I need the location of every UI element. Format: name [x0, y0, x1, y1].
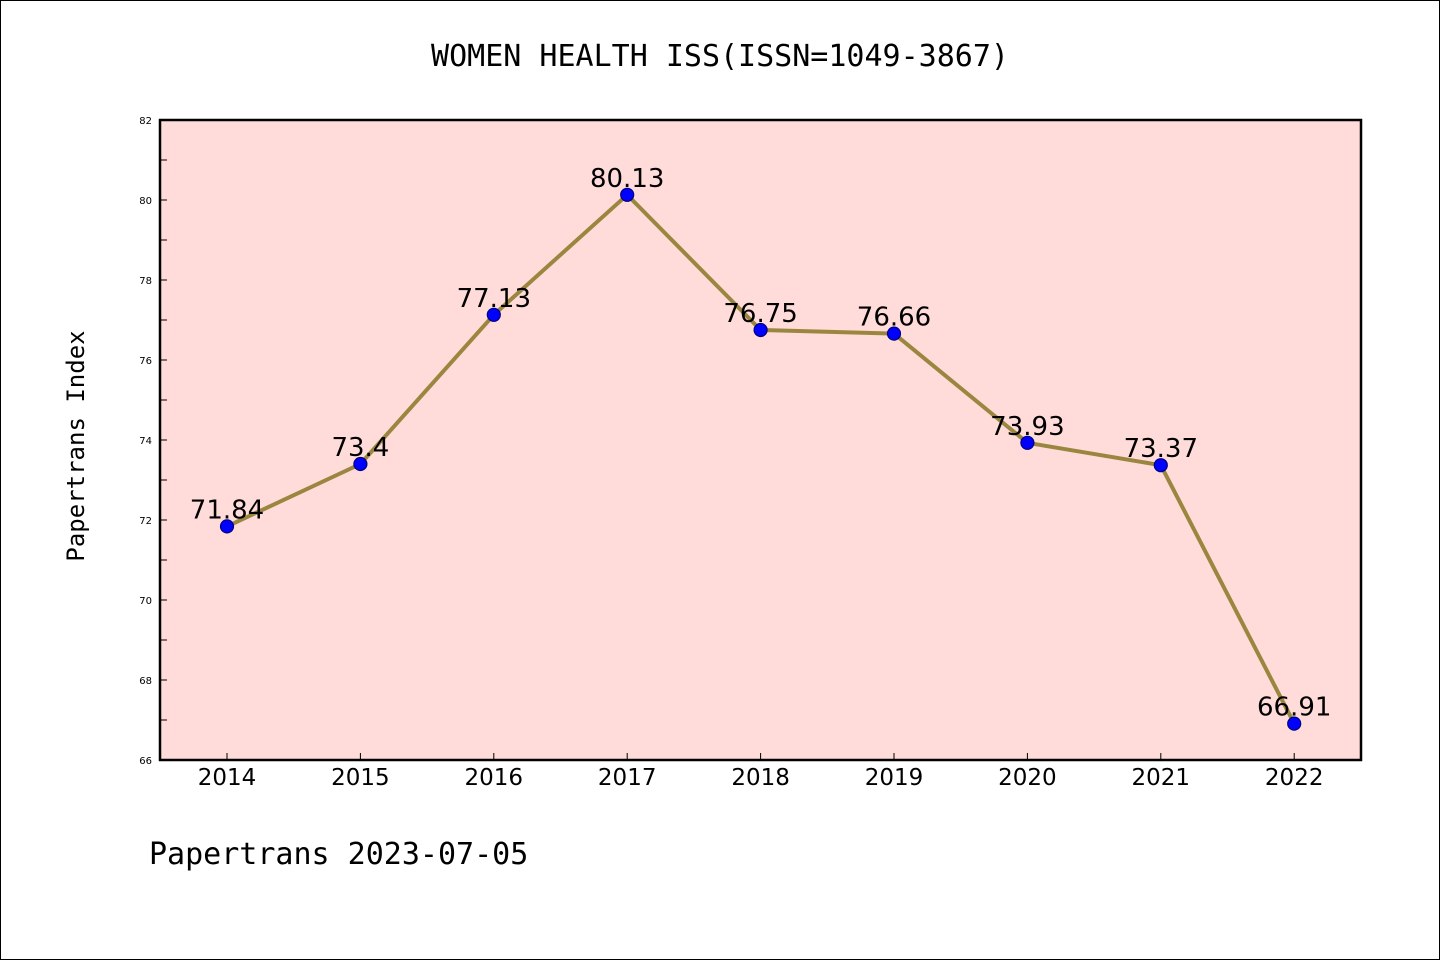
data-point [1153, 458, 1168, 473]
y-tick-label: 76 [139, 356, 152, 367]
data-label: 73.93 [990, 412, 1064, 442]
plot-frame [158, 118, 1363, 762]
x-axis: 2014 2015 2016 2017 2018 2019 2020 2021 2022 [198, 753, 1324, 791]
data-point [886, 326, 902, 341]
y-tick-label: 74 [139, 436, 152, 447]
x-tick-label: 2017 [598, 765, 657, 791]
x-tick-label: 2018 [731, 765, 790, 791]
x-tick-label: 2020 [998, 765, 1057, 791]
data-label: 73.37 [1124, 434, 1198, 464]
data-label: 76.66 [857, 303, 931, 333]
y-tick-label: 70 [139, 596, 152, 607]
data-label: 77.13 [457, 284, 531, 314]
y-axis-label: Papertrans Index [62, 330, 90, 561]
x-tick-label: 2015 [331, 765, 390, 791]
data-point [219, 519, 235, 534]
data-labels: 71.84 73.4 77.13 80.13 76.75 76.66 73.93 73.37 6… [190, 164, 1332, 723]
series-markers [219, 187, 1302, 731]
x-tick-label: 2022 [1265, 765, 1324, 791]
x-tick-label: 2021 [1132, 765, 1191, 791]
data-point [1287, 716, 1302, 731]
data-label: 76.75 [723, 299, 797, 329]
data-point [486, 307, 501, 322]
data-label: 80.13 [590, 164, 664, 194]
footer-text: Papertrans 2023-07-05 [149, 837, 528, 872]
x-tick-label: 2014 [198, 765, 257, 791]
y-tick-label: 66 [139, 756, 152, 767]
x-tick-label: 2019 [865, 765, 924, 791]
chart-title: WOMEN HEALTH ISS(ISSN=1049-3867) [431, 39, 1009, 74]
x-tick-label: 2016 [465, 765, 524, 791]
data-label: 66.91 [1257, 693, 1331, 723]
data-label: 71.84 [190, 495, 264, 525]
data-point [353, 456, 368, 472]
data-label: 73.4 [331, 433, 389, 463]
data-point [620, 187, 635, 202]
y-tick-label: 72 [139, 516, 152, 527]
data-point [1020, 435, 1035, 450]
y-tick-label: 68 [139, 676, 152, 687]
plot-area [160, 120, 1361, 760]
y-tick-label: 80 [139, 196, 152, 207]
y-tick-label: 78 [139, 276, 152, 287]
data-point [753, 322, 768, 338]
y-tick-label: 82 [139, 116, 152, 127]
